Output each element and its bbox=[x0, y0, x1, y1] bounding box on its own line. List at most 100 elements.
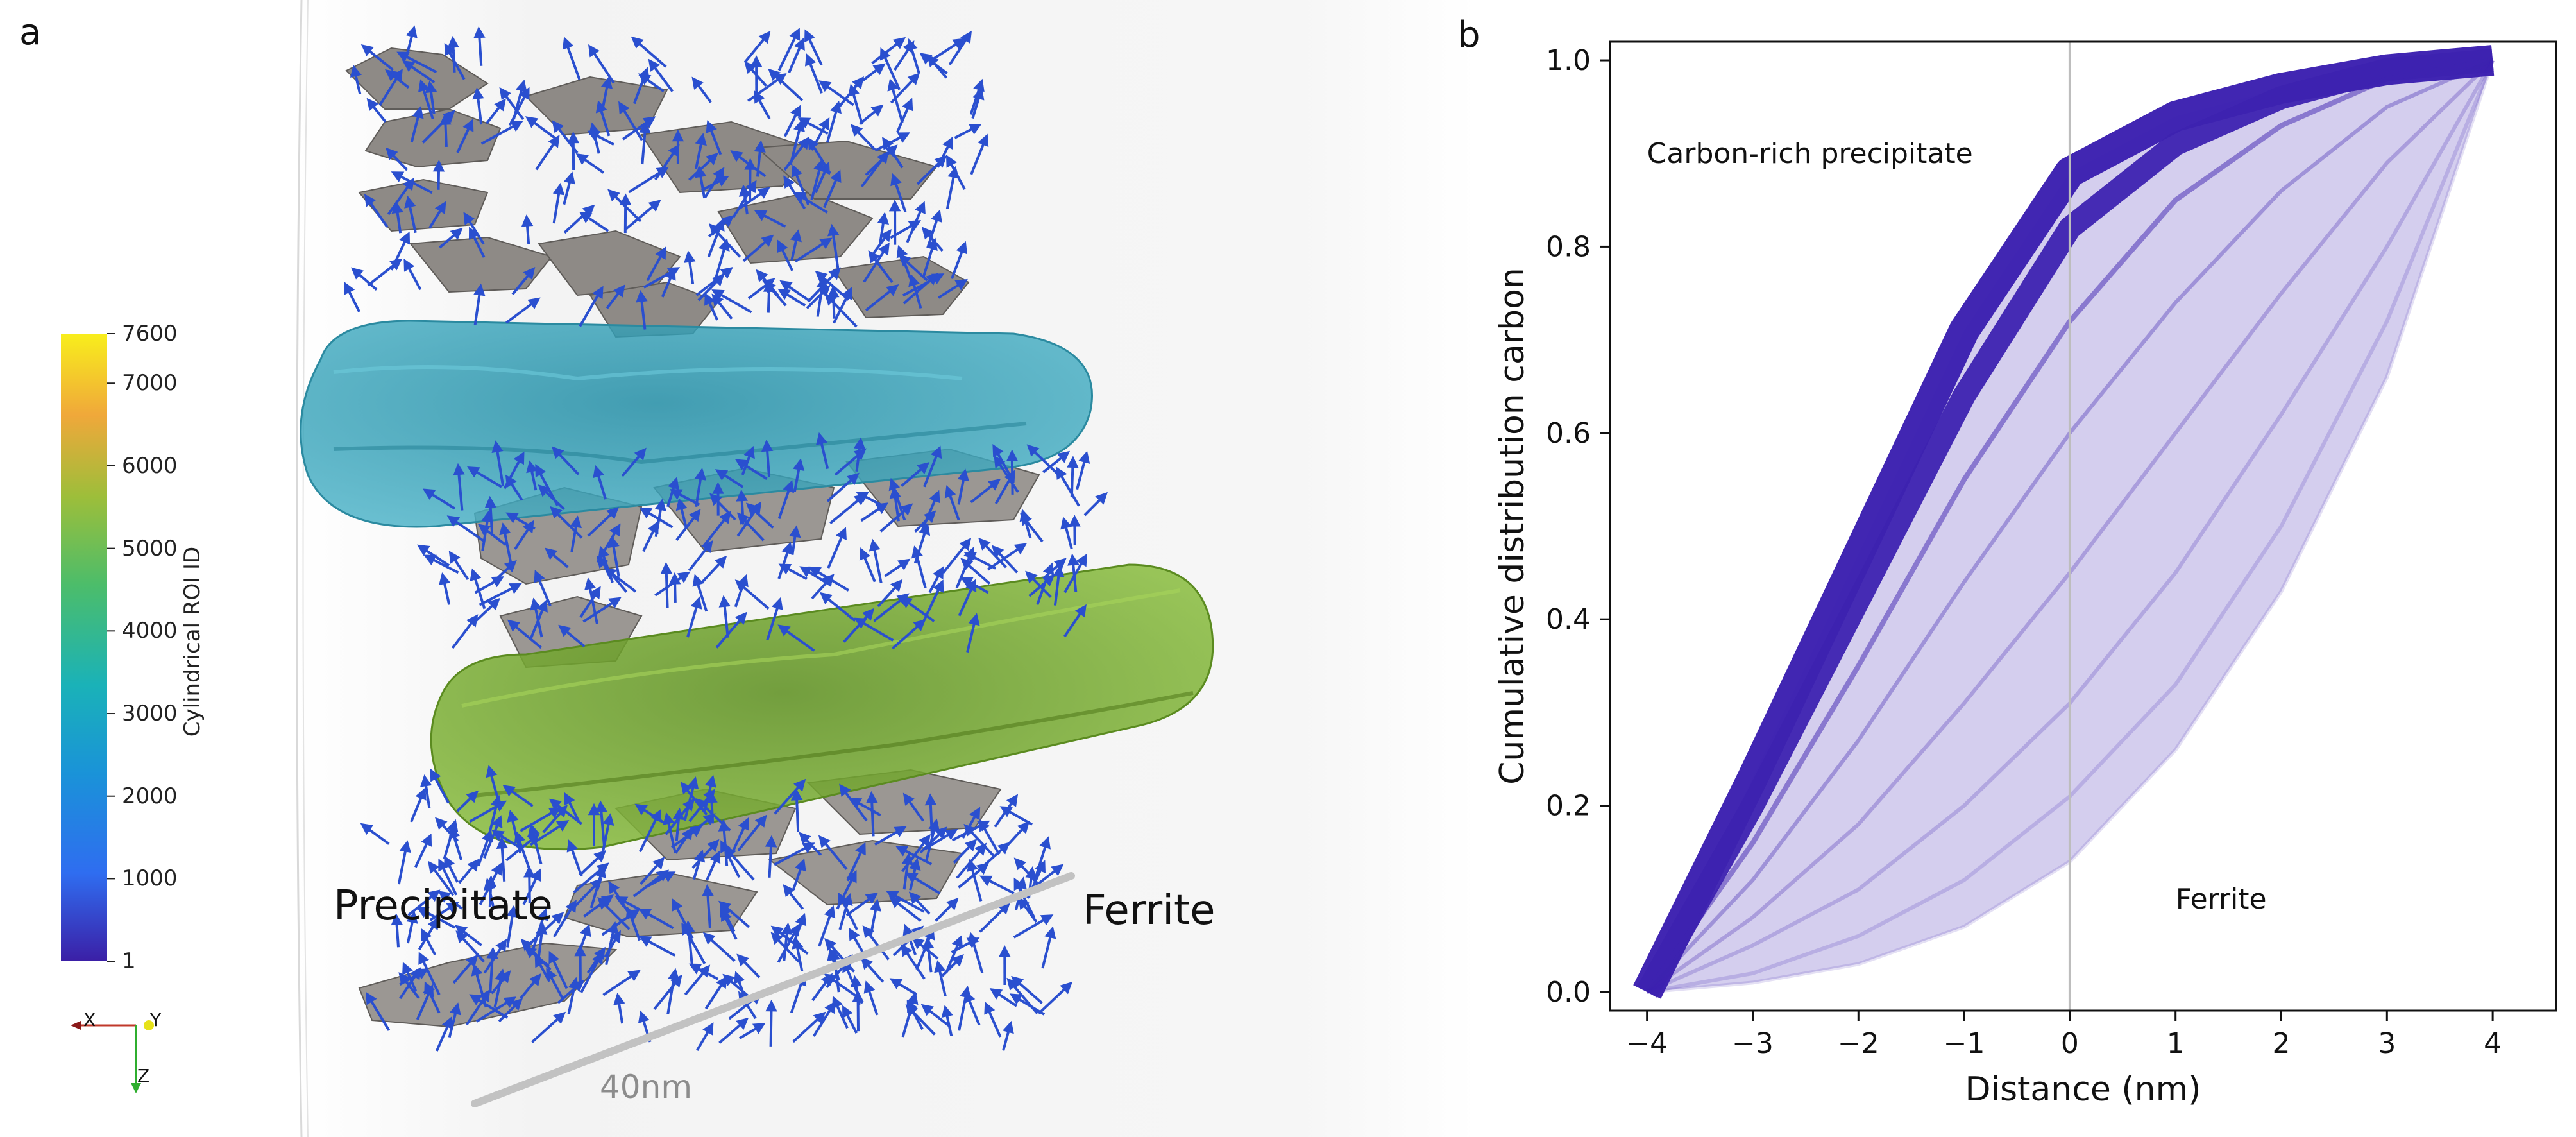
normal-arrow-head bbox=[448, 551, 461, 564]
normal-arrow-head bbox=[472, 87, 484, 100]
normal-arrow bbox=[475, 973, 487, 1008]
normal-arrow-head bbox=[564, 792, 575, 806]
normal-arrow-head bbox=[562, 37, 574, 50]
normal-arrow bbox=[786, 293, 806, 307]
normal-arrow bbox=[878, 222, 885, 246]
normal-arrow bbox=[473, 293, 481, 325]
gizmo-z-label: Z bbox=[137, 1065, 150, 1086]
normal-arrow bbox=[1060, 475, 1080, 507]
normal-arrow-head bbox=[790, 105, 801, 118]
normal-arrow bbox=[596, 134, 614, 146]
normal-arrow-head bbox=[822, 574, 835, 586]
normal-arrow-head bbox=[1013, 543, 1028, 555]
normal-arrow-head bbox=[609, 523, 621, 537]
normal-arrow-head bbox=[911, 937, 925, 950]
normal-arrow-head bbox=[951, 954, 964, 967]
normal-arrow bbox=[696, 583, 708, 612]
normal-arrow bbox=[368, 828, 390, 845]
normal-arrow-head bbox=[704, 774, 716, 788]
normal-arrow-head bbox=[525, 116, 539, 128]
normal-arrow bbox=[942, 545, 966, 574]
normal-arrow-head bbox=[486, 765, 498, 778]
normal-arrow-head bbox=[385, 147, 398, 160]
normal-arrow bbox=[368, 49, 394, 71]
normal-arrow-head bbox=[842, 1005, 853, 1019]
x-tick-label: 2 bbox=[2273, 1027, 2291, 1060]
normal-arrow bbox=[858, 801, 881, 817]
normal-arrow-head bbox=[416, 544, 430, 556]
normal-arrow-head bbox=[545, 547, 558, 560]
normal-arrow-head bbox=[613, 992, 625, 1005]
normal-arrow-head bbox=[552, 446, 564, 459]
normal-arrow bbox=[768, 845, 773, 878]
normal-arrow-head bbox=[553, 1011, 566, 1024]
normal-arrow-head bbox=[396, 51, 410, 63]
colorbar-tick-label: 4000 bbox=[122, 618, 178, 644]
normal-arrow-head bbox=[434, 201, 446, 214]
normal-arrow bbox=[579, 856, 600, 876]
normal-arrow-head bbox=[804, 53, 817, 67]
normal-arrow-head bbox=[350, 64, 362, 78]
normal-arrow bbox=[421, 961, 441, 996]
normal-arrow-head bbox=[467, 859, 480, 872]
normal-arrow-head bbox=[548, 950, 559, 964]
normal-arrow bbox=[971, 97, 981, 119]
normal-arrow bbox=[573, 868, 602, 894]
normal-arrow bbox=[567, 987, 576, 1014]
normal-arrow-head bbox=[818, 80, 832, 92]
normal-arrow bbox=[704, 984, 723, 1010]
normal-arrow-head bbox=[428, 860, 440, 874]
normal-arrow bbox=[481, 520, 489, 551]
normal-arrow-head bbox=[391, 69, 403, 82]
normal-arrow bbox=[642, 529, 655, 552]
normal-arrow bbox=[606, 292, 620, 309]
normal-arrow bbox=[395, 923, 400, 948]
normal-arrow-head bbox=[960, 558, 974, 570]
normal-arrow bbox=[793, 468, 801, 492]
normal-arrow-head bbox=[872, 63, 886, 75]
normal-arrow bbox=[563, 181, 572, 205]
normal-arrow-head bbox=[917, 461, 930, 475]
normal-arrow bbox=[654, 576, 682, 597]
normal-arrow-head bbox=[448, 826, 461, 839]
normal-arrow-head bbox=[419, 774, 432, 787]
normal-arrow bbox=[624, 205, 654, 231]
normal-arrow bbox=[684, 971, 705, 996]
normal-arrow bbox=[970, 830, 996, 858]
normal-arrow bbox=[552, 908, 573, 937]
normal-arrow bbox=[865, 289, 892, 312]
normal-arrow bbox=[510, 483, 523, 501]
normal-arrow-head bbox=[830, 100, 842, 114]
normal-arrow-head bbox=[491, 862, 502, 876]
normal-arrow bbox=[661, 277, 672, 298]
normal-arrow bbox=[492, 566, 511, 583]
normal-arrow bbox=[556, 512, 583, 539]
normal-arrow-head bbox=[427, 889, 441, 902]
normal-arrow bbox=[453, 558, 470, 581]
normal-arrow bbox=[873, 258, 894, 283]
normal-arrow-head bbox=[956, 241, 967, 255]
colorbar bbox=[61, 334, 107, 961]
normal-arrow-head bbox=[507, 619, 520, 632]
normal-arrow-head bbox=[895, 845, 909, 857]
normal-arrow-head bbox=[878, 242, 890, 256]
normal-arrow-head bbox=[418, 79, 430, 92]
normal-arrow bbox=[647, 912, 674, 930]
normal-arrow bbox=[505, 839, 533, 862]
normal-arrow-head bbox=[854, 617, 867, 629]
normal-arrow bbox=[896, 902, 922, 922]
normal-arrow bbox=[936, 145, 950, 168]
normal-arrow bbox=[1033, 846, 1047, 882]
normal-arrow-head bbox=[565, 900, 577, 913]
normal-arrow bbox=[801, 196, 828, 214]
normal-arrow-head bbox=[639, 507, 653, 519]
normal-arrow-head bbox=[592, 951, 603, 965]
normal-arrow-head bbox=[813, 158, 826, 172]
normal-arrow-head bbox=[437, 891, 452, 903]
normal-arrow-head bbox=[824, 293, 837, 306]
normal-arrow bbox=[706, 859, 717, 881]
normal-arrow-head bbox=[418, 952, 429, 965]
normal-arrow-head bbox=[689, 825, 703, 837]
normal-arrow bbox=[1043, 563, 1060, 579]
normal-arrow-head bbox=[754, 140, 766, 153]
